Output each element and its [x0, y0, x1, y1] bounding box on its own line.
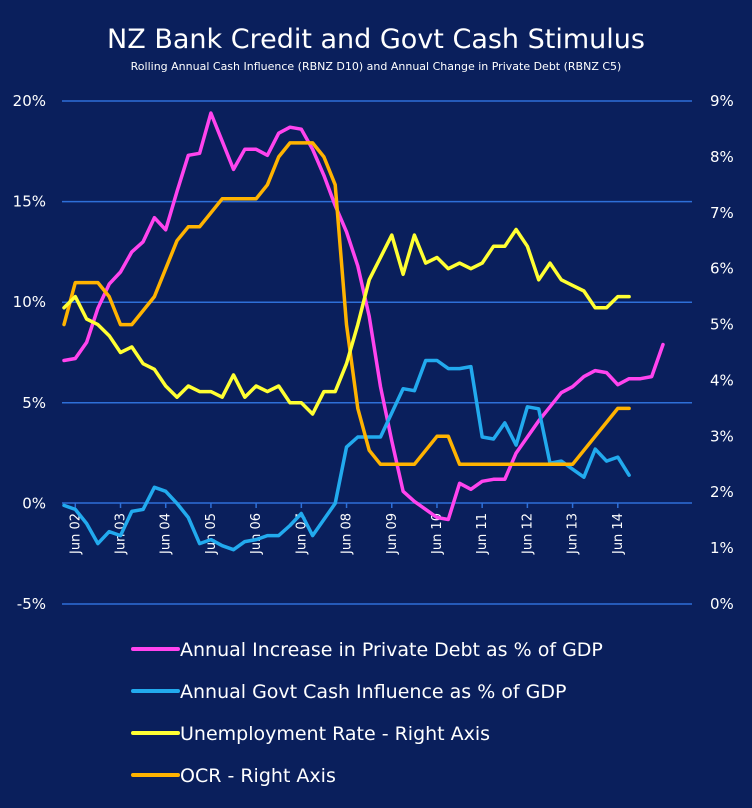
series-line	[62, 227, 631, 416]
x-tick-label: Jun 06	[249, 513, 264, 555]
legend: Annual Increase in Private Debt as % of …	[131, 639, 603, 787]
x-tick-label: Jun 02	[68, 513, 83, 555]
right-tick-label: 7%	[710, 204, 734, 222]
gridlines	[62, 100, 692, 605]
legend-label: Annual Increase in Private Debt as % of …	[180, 639, 603, 661]
right-tick-label: 9%	[710, 92, 734, 110]
left-tick-label: -5%	[17, 595, 46, 613]
x-tick-label: Jun 12	[520, 513, 535, 555]
left-tick-label: 5%	[22, 394, 46, 412]
right-tick-label: 8%	[710, 148, 734, 166]
left-tick-label: 20%	[13, 92, 46, 110]
x-tick-label: Jun 08	[340, 513, 355, 555]
chart-subtitle: Rolling Annual Cash Influence (RBNZ D10)…	[131, 60, 622, 73]
x-tick-label: Jun 05	[204, 513, 219, 555]
series-lines	[62, 111, 665, 552]
right-tick-label: 1%	[710, 539, 734, 557]
series-line	[62, 111, 665, 522]
legend-label: Annual Govt Cash Influence as % of GDP	[180, 681, 566, 703]
right-tick-label: 3%	[710, 427, 734, 445]
x-tick-label: Jun 13	[566, 513, 581, 555]
legend-label: OCR - Right Axis	[180, 765, 336, 787]
right-axis-ticks: 0% 1% 2% 3% 4% 5% 6% 7% 8% 9%	[710, 92, 734, 613]
left-tick-label: 10%	[13, 293, 46, 311]
series-line	[62, 358, 631, 552]
x-tick-label: Jun 10	[430, 513, 445, 555]
left-tick-label: 15%	[13, 193, 46, 211]
x-tick-label: Jun 11	[475, 513, 490, 555]
left-tick-label: 0%	[22, 494, 46, 512]
left-axis-ticks: -5% 0% 5% 10% 15% 20%	[13, 92, 46, 613]
right-tick-label: 5%	[710, 316, 734, 334]
right-tick-label: 4%	[710, 371, 734, 389]
right-tick-label: 0%	[710, 595, 734, 613]
right-tick-label: 6%	[710, 260, 734, 278]
x-tick-label: Jun 14	[611, 513, 626, 555]
x-tick-label: Jun 04	[159, 513, 174, 555]
legend-label: Unemployment Rate - Right Axis	[180, 723, 490, 745]
right-tick-label: 2%	[710, 483, 734, 501]
chart-title: NZ Bank Credit and Govt Cash Stimulus	[107, 24, 645, 55]
x-tick-label: Jun 09	[385, 513, 400, 555]
series-line	[62, 141, 631, 467]
